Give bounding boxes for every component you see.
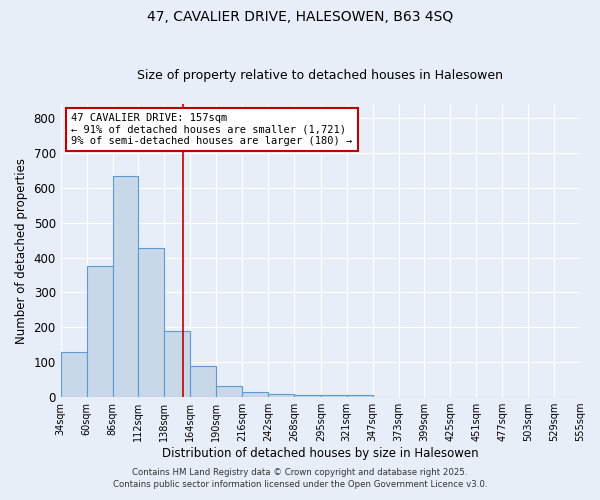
- Bar: [164, 332, 190, 397]
- Bar: [294, 394, 321, 397]
- Bar: [347, 394, 373, 397]
- Bar: [190, 366, 216, 397]
- Y-axis label: Number of detached properties: Number of detached properties: [15, 158, 28, 344]
- Bar: [113, 176, 139, 397]
- Bar: [321, 394, 347, 397]
- Bar: [216, 386, 242, 397]
- Bar: [61, 352, 86, 397]
- Text: 47 CAVALIER DRIVE: 157sqm
← 91% of detached houses are smaller (1,721)
9% of sem: 47 CAVALIER DRIVE: 157sqm ← 91% of detac…: [71, 113, 352, 146]
- Bar: [268, 394, 294, 397]
- Text: Contains HM Land Registry data © Crown copyright and database right 2025.
Contai: Contains HM Land Registry data © Crown c…: [113, 468, 487, 489]
- Title: Size of property relative to detached houses in Halesowen: Size of property relative to detached ho…: [137, 69, 503, 82]
- Text: 47, CAVALIER DRIVE, HALESOWEN, B63 4SQ: 47, CAVALIER DRIVE, HALESOWEN, B63 4SQ: [147, 10, 453, 24]
- X-axis label: Distribution of detached houses by size in Halesowen: Distribution of detached houses by size …: [162, 447, 479, 460]
- Bar: [139, 248, 164, 397]
- Bar: [242, 392, 268, 397]
- Bar: [86, 266, 113, 397]
